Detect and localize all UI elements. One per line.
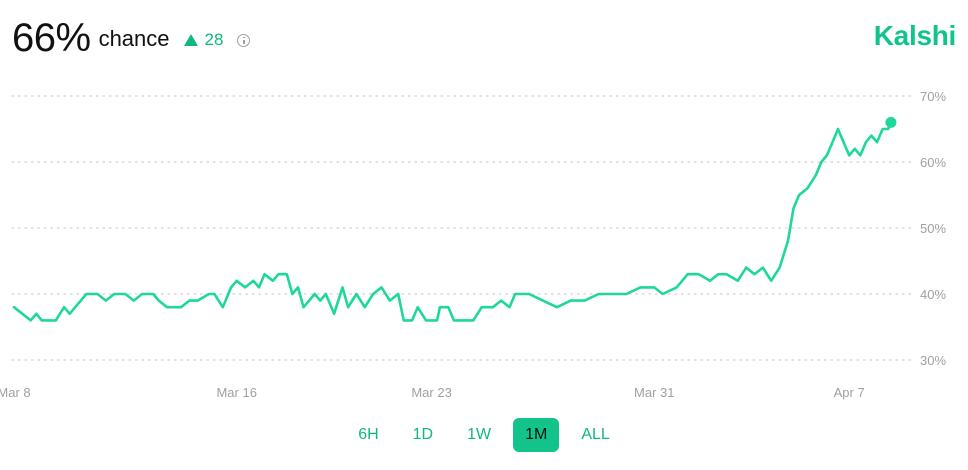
x-tick-label: Apr 7 <box>834 385 865 400</box>
brand-logo[interactable]: Kalshi <box>873 20 957 51</box>
change-value: 28 <box>204 30 224 49</box>
x-tick-label: Mar 31 <box>634 385 674 400</box>
y-tick-label: 60% <box>920 155 946 170</box>
x-tick-label: Mar 23 <box>411 385 451 400</box>
y-tick-label: 40% <box>920 287 946 302</box>
y-tick-label: 30% <box>920 353 946 368</box>
tab-1w[interactable]: 1W <box>467 426 492 443</box>
tab-all[interactable]: ALL <box>581 426 610 443</box>
time-range-tabs: 6H 1D 1W 1M ALL <box>0 418 968 452</box>
tab-1d[interactable]: 1D <box>412 426 434 443</box>
x-tick-label: Mar 16 <box>216 385 256 400</box>
y-tick-label: 70% <box>920 89 946 104</box>
chance-label: chance <box>98 26 170 51</box>
price-line[interactable] <box>12 121 893 322</box>
probability-value: 66% <box>12 16 91 60</box>
tab-6h[interactable]: 6H <box>358 426 379 443</box>
tab-1m[interactable]: 1M <box>513 418 560 452</box>
info-circle-icon[interactable] <box>237 33 251 47</box>
y-tick-label: 50% <box>920 221 946 236</box>
market-header: 66% chance 28 <box>12 12 251 64</box>
current-value-marker[interactable] <box>885 116 897 128</box>
x-tick-label: Mar 8 <box>0 385 31 400</box>
change-indicator: 28 <box>183 30 224 50</box>
up-triangle-icon <box>183 34 198 46</box>
